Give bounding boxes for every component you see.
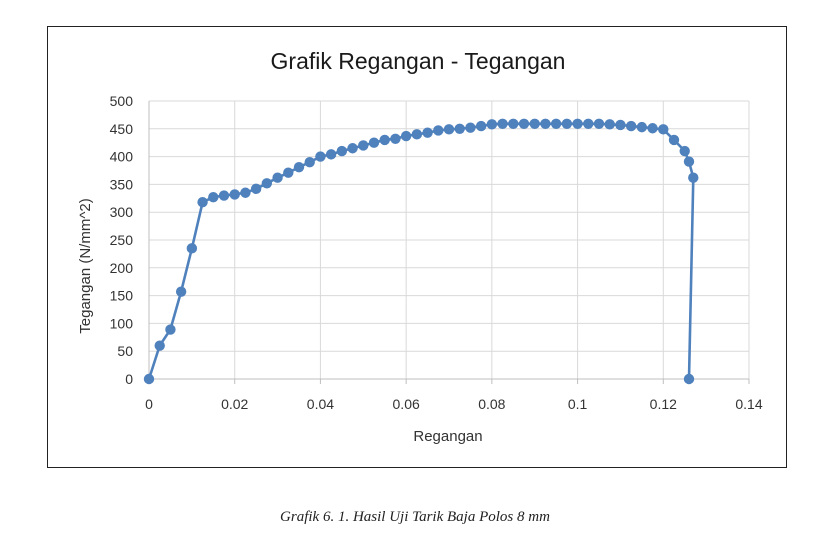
- data-point: [197, 196, 208, 208]
- data-point: [154, 340, 165, 351]
- data-point: [379, 134, 390, 146]
- data-point: [593, 118, 605, 129]
- data-point: [475, 120, 487, 132]
- data-point: [688, 172, 699, 183]
- y-tick-label: 500: [110, 93, 134, 109]
- data-point: [218, 190, 230, 201]
- data-point: [679, 145, 690, 157]
- data-point: [529, 118, 540, 129]
- x-tick-label: 0.14: [735, 396, 762, 412]
- y-tick-label: 350: [110, 176, 134, 192]
- data-point: [658, 124, 669, 135]
- data-point: [443, 124, 455, 135]
- data-point: [336, 145, 348, 157]
- x-tick-label: 0.12: [650, 396, 677, 412]
- data-point: [540, 118, 551, 129]
- data-point: [165, 324, 176, 335]
- data-point: [561, 118, 573, 129]
- x-tick-label: 0.02: [221, 396, 248, 412]
- data-point: [240, 187, 251, 198]
- data-point: [347, 143, 358, 154]
- y-tick-label: 50: [117, 343, 133, 359]
- data-point: [647, 123, 658, 134]
- gridlines: [149, 100, 750, 379]
- x-tick-label: 0.06: [393, 396, 420, 412]
- data-point: [497, 118, 508, 129]
- data-point: [293, 161, 305, 173]
- data-point: [615, 119, 626, 131]
- data-point: [583, 118, 594, 129]
- data-point: [261, 178, 273, 189]
- y-tick-label: 150: [110, 288, 134, 304]
- x-tick-label: 0.08: [478, 396, 505, 412]
- data-point: [486, 119, 498, 130]
- x-tick-label: 0.04: [307, 396, 334, 412]
- axes: [148, 101, 750, 384]
- data-point: [550, 118, 562, 129]
- data-point: [454, 123, 465, 134]
- series-line: [147, 122, 695, 380]
- data-point: [390, 133, 401, 145]
- data-point: [400, 130, 412, 142]
- data-point: [283, 167, 294, 178]
- data-point: [465, 122, 476, 133]
- data-point: [518, 118, 530, 129]
- data-point: [604, 119, 615, 130]
- y-tick-label: 0: [125, 371, 133, 387]
- data-point: [625, 120, 637, 132]
- y-tick-label: 100: [110, 315, 134, 331]
- data-point: [368, 137, 380, 148]
- x-tick-label: 0.1: [568, 396, 588, 412]
- y-tick-label: 250: [110, 232, 134, 248]
- data-point: [358, 140, 369, 151]
- data-point: [304, 156, 315, 168]
- chart-title: Grafik Regangan - Tegangan: [271, 48, 566, 74]
- data-point: [175, 286, 187, 297]
- data-point: [683, 156, 695, 167]
- data-point: [411, 129, 423, 140]
- data-point: [208, 191, 219, 203]
- figure-caption: Grafik 6. 1. Hasil Uji Tarik Baja Polos …: [280, 509, 550, 525]
- data-point: [668, 134, 680, 146]
- data-point: [422, 127, 433, 138]
- data-point: [636, 121, 648, 133]
- data-point: [272, 172, 283, 183]
- y-tick-label: 400: [110, 149, 134, 165]
- data-point: [683, 373, 695, 385]
- data-point: [325, 149, 337, 160]
- data-series: [143, 118, 699, 385]
- data-point: [433, 125, 444, 136]
- data-point: [143, 373, 155, 385]
- y-tick-label: 200: [110, 260, 134, 276]
- y-tick-label: 450: [110, 121, 134, 137]
- tick-labels: 0 50 100 150 200 250 300 350 400 450 500 0 0.02 0.04 0…: [110, 93, 763, 412]
- y-tick-label: 300: [110, 204, 134, 220]
- data-point: [250, 183, 262, 195]
- data-point: [508, 118, 519, 129]
- y-axis-label: Tegangan (N/mm^2): [77, 198, 94, 333]
- data-point: [186, 243, 198, 254]
- chart-svg: Grafik Regangan - Tegangan 0 50 100 150 200 2…: [77, 48, 763, 445]
- x-axis-label: Regangan: [413, 428, 482, 445]
- chart-frame: Grafik Regangan - Tegangan 0 50 100 150 200 2…: [47, 26, 787, 468]
- x-tick-label: 0: [145, 396, 153, 412]
- data-point: [315, 151, 326, 162]
- data-point: [572, 118, 583, 129]
- data-point: [229, 189, 240, 200]
